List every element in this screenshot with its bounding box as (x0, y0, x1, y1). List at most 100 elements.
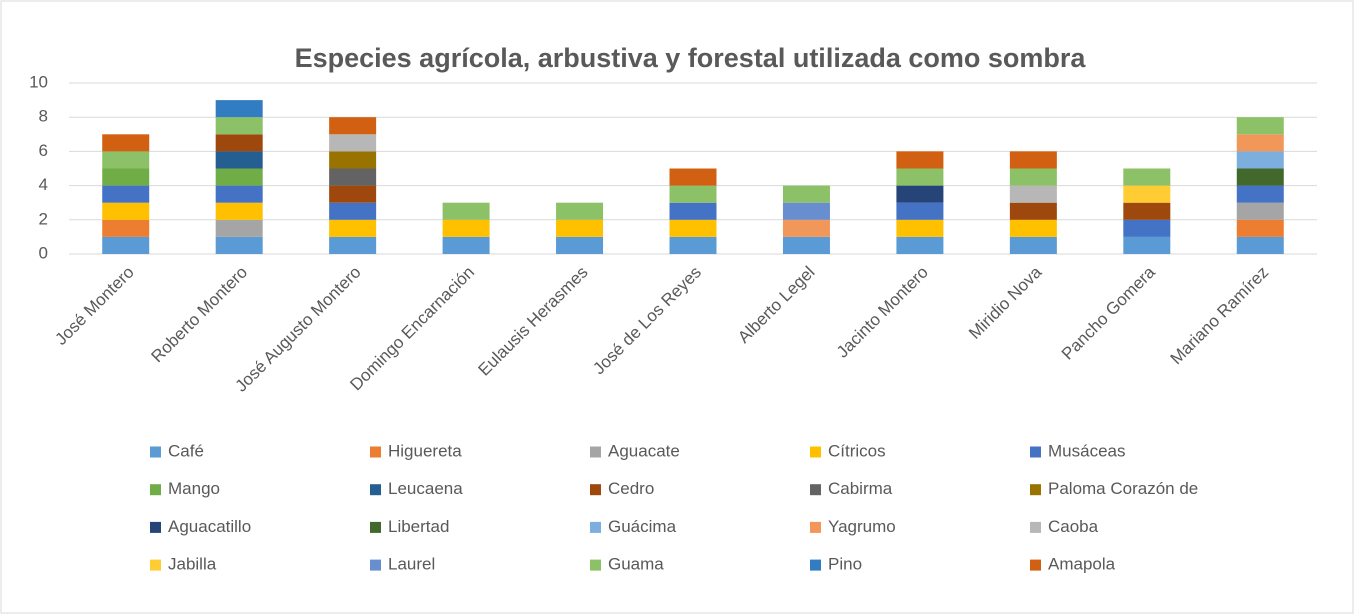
legend-label: Paloma Corazón de (1048, 479, 1198, 498)
bar-segment (669, 202, 717, 220)
legend-label: Laurel (388, 555, 435, 574)
bar-segment (215, 202, 263, 220)
y-tick-label: 2 (39, 209, 48, 228)
bar-segment (215, 185, 263, 203)
bar-segment (1009, 219, 1057, 237)
legend-swatch (590, 559, 601, 571)
bar-segment (442, 202, 490, 220)
bar-segment (329, 134, 377, 152)
legend-swatch (590, 521, 601, 533)
bar-segment (1123, 168, 1171, 186)
legend-label: Leucaena (388, 479, 463, 498)
legend-swatch (1030, 446, 1041, 458)
legend-label: Guácima (608, 517, 677, 536)
legend-swatch (370, 559, 381, 571)
bar-segment (1123, 219, 1171, 237)
legend-swatch (810, 559, 821, 571)
bar-segment (329, 202, 377, 220)
bar-segment (1236, 185, 1284, 203)
bar-segment (669, 168, 717, 186)
bar-segment (1009, 151, 1057, 169)
legend-swatch (150, 559, 161, 571)
legend-swatch (810, 484, 821, 496)
bar-segment (1236, 219, 1284, 237)
bar-segment (669, 219, 717, 237)
bar-segment (102, 151, 150, 169)
legend-swatch (1030, 559, 1041, 571)
bar-segment (329, 117, 377, 135)
legend-label: Cabirma (828, 479, 893, 498)
bar-segment (442, 219, 490, 237)
bar-segment (1123, 185, 1171, 203)
bar-segment (442, 236, 490, 254)
bar-segment (1009, 185, 1057, 203)
legend-swatch (810, 446, 821, 458)
y-tick-label: 10 (29, 72, 48, 91)
bar-segment (1123, 236, 1171, 254)
legend-label: Cítricos (828, 441, 886, 460)
bar-segment (1236, 151, 1284, 169)
legend-label: Yagrumo (828, 517, 896, 536)
bar-segment (669, 185, 717, 203)
legend-label: Caoba (1048, 517, 1099, 536)
bar-segment (1236, 202, 1284, 220)
bar-segment (556, 202, 604, 220)
bar-segment (102, 236, 150, 254)
bar-segment (102, 202, 150, 220)
bar-segment (896, 185, 944, 203)
bar-segment (782, 202, 830, 220)
y-tick-label: 8 (39, 107, 48, 126)
legend-label: Guama (608, 555, 664, 574)
bar-segment (782, 185, 830, 203)
y-tick-label: 4 (39, 175, 48, 194)
legend-label: Amapola (1048, 555, 1116, 574)
legend-label: Higuereta (388, 441, 462, 460)
legend-swatch (810, 521, 821, 533)
legend-label: Musáceas (1048, 441, 1125, 460)
legend-label: Pino (828, 555, 862, 574)
bar-segment (1009, 168, 1057, 186)
bar-segment (102, 134, 150, 152)
bar-segment (329, 219, 377, 237)
bar-segment (556, 219, 604, 237)
bar-segment (215, 168, 263, 186)
bar-segment (896, 168, 944, 186)
bar-segment (1236, 236, 1284, 254)
bar-segment (215, 236, 263, 254)
bar-segment (1123, 202, 1171, 220)
y-tick-label: 6 (39, 141, 48, 160)
y-tick-label: 0 (39, 243, 48, 262)
legend-swatch (370, 484, 381, 496)
legend-swatch (590, 484, 601, 496)
bar-segment (329, 236, 377, 254)
legend-swatch (150, 521, 161, 533)
legend-swatch (590, 446, 601, 458)
bar-segment (1236, 168, 1284, 186)
legend-swatch (370, 446, 381, 458)
legend-label: Café (168, 441, 204, 460)
legend-label: Libertad (388, 517, 449, 536)
chart-title: Especies agrícola, arbustiva y forestal … (295, 43, 1087, 73)
legend-swatch (150, 484, 161, 496)
bar-segment (329, 168, 377, 186)
bar-segment (1009, 236, 1057, 254)
bar-segment (896, 219, 944, 237)
legend-label: Cedro (608, 479, 654, 498)
bar-segment (782, 219, 830, 237)
legend-swatch (1030, 484, 1041, 496)
bar-segment (1009, 202, 1057, 220)
bar-segment (782, 236, 830, 254)
legend-label: Jabilla (168, 555, 217, 574)
bar-segment (896, 202, 944, 220)
bar-segment (215, 134, 263, 152)
bar-segment (896, 236, 944, 254)
bar-segment (102, 168, 150, 186)
legend-label: Aguacate (608, 441, 680, 460)
bar-segment (215, 100, 263, 118)
legend-swatch (150, 446, 161, 458)
bar-segment (102, 185, 150, 203)
legend-swatch (370, 521, 381, 533)
legend-label: Mango (168, 479, 220, 498)
bar-segment (215, 151, 263, 169)
